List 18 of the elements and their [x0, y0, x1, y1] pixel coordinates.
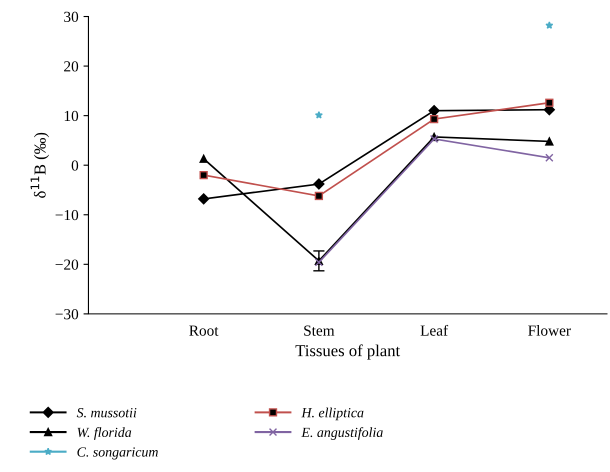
- y-tick-label: −10: [56, 210, 78, 220]
- y-tick-label: 20: [64, 61, 78, 72]
- x-tick-label: Root: [189, 326, 218, 336]
- y-tick-label: 30: [64, 12, 78, 22]
- legend-label: S. mussotii: [76, 408, 136, 418]
- legend-label: C. songaricum: [77, 447, 158, 460]
- y-tick-label: −20: [56, 259, 78, 270]
- y-axis-title: δ$^{11}$B (‰): [30, 132, 50, 198]
- y-tick-label: 0: [72, 160, 78, 171]
- legend-label: E. angustifolia: [301, 427, 383, 440]
- x-tick-label: Stem: [304, 325, 334, 336]
- y-tick-label: 10: [64, 110, 78, 122]
- legend-label: H. elliptica: [301, 408, 364, 420]
- x-tick-label: Flower: [528, 324, 571, 336]
- y-tick-label: −30: [56, 309, 78, 320]
- x-tick-label: Leaf: [420, 324, 448, 336]
- legend-label: W. florida: [78, 427, 132, 440]
- x-axis-title: Tissues of plant: [296, 344, 400, 360]
